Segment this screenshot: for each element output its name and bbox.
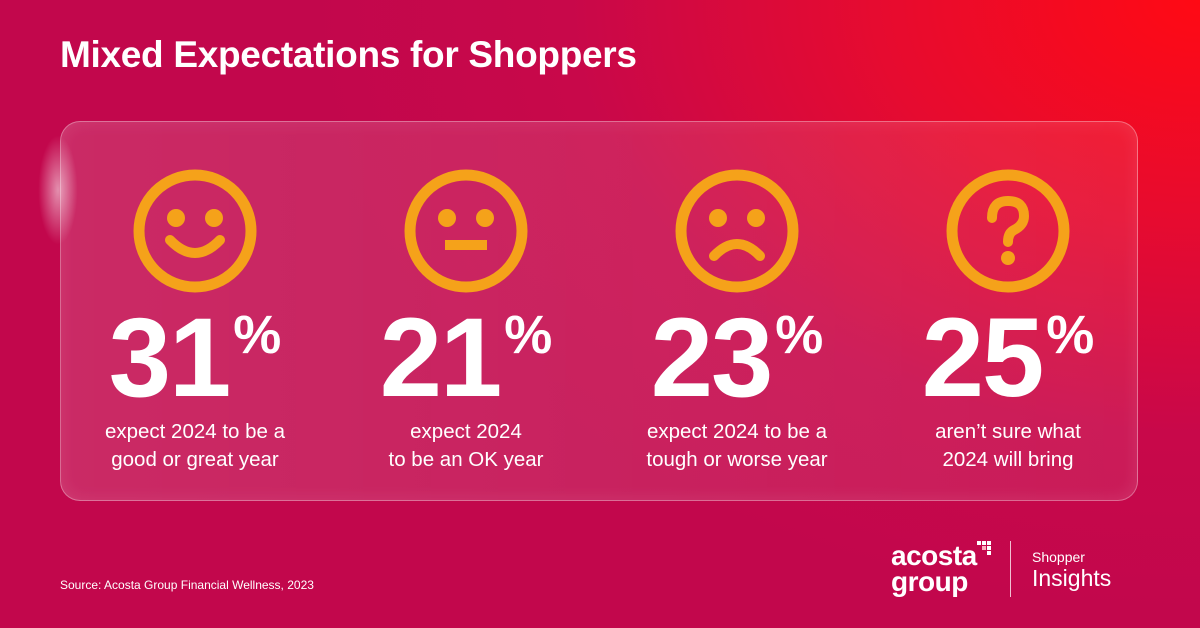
stat-value: 23 [650, 295, 774, 420]
stat-description-line: expect 2024 to be a [646, 420, 828, 443]
stat-description: expect 2024 to be a good or great year [65, 418, 325, 474]
stat-description-line: expect 2024 [410, 420, 522, 443]
stat-description-line: 2024 will bring [942, 448, 1074, 471]
stat-card-ok-year: 21 % expect 2024 to be an OK year [336, 168, 596, 474]
stat-description-line: aren’t sure what [935, 420, 1081, 443]
stat-card-tough-year: 23 % expect 2024 to be a tough or worse … [607, 168, 867, 474]
logo-divider [1010, 541, 1011, 597]
sad-face-icon [675, 169, 799, 293]
percent-sign: % [1046, 305, 1095, 365]
stat-description-line: good or great year [111, 448, 279, 471]
page-title: Mixed Expectations for Shoppers [60, 34, 637, 75]
logo-line: acosta [891, 540, 977, 571]
percent-sign: % [233, 305, 282, 365]
light-glow [38, 135, 78, 245]
subbrand-line: Shopper [1032, 549, 1085, 565]
stats-panel [60, 121, 1138, 501]
stat-description: aren’t sure what 2024 will bring [878, 418, 1138, 474]
acosta-group-logo: acosta group [891, 541, 991, 597]
stat-value: 25 [921, 295, 1045, 420]
subbrand-line: Insights [1032, 565, 1112, 591]
stat-description: expect 2024 to be a tough or worse year [607, 418, 867, 474]
stat-card-good-year: 31 % expect 2024 to be a good or great y… [65, 168, 325, 474]
stat-description: expect 2024 to be an OK year [336, 418, 596, 474]
shopper-insights-brand: Shopper Insights [1032, 549, 1111, 591]
logo-mark-icon [977, 541, 991, 555]
source-note: Source: Acosta Group Financial Wellness,… [60, 578, 314, 592]
percent-sign: % [504, 305, 553, 365]
stat-card-unsure: 25 % aren’t sure what 2024 will bring [878, 168, 1138, 474]
happy-face-icon [133, 169, 257, 293]
stat-value: 21 [379, 295, 503, 420]
stat-description-line: to be an OK year [388, 448, 544, 471]
percent-sign: % [775, 305, 824, 365]
neutral-face-icon [404, 169, 528, 293]
question-mark-icon [946, 169, 1070, 293]
stat-description-line: tough or worse year [646, 448, 828, 471]
stat-value: 31 [108, 295, 232, 420]
logo-line: group [891, 566, 968, 597]
stat-description-line: expect 2024 to be a [104, 420, 286, 443]
